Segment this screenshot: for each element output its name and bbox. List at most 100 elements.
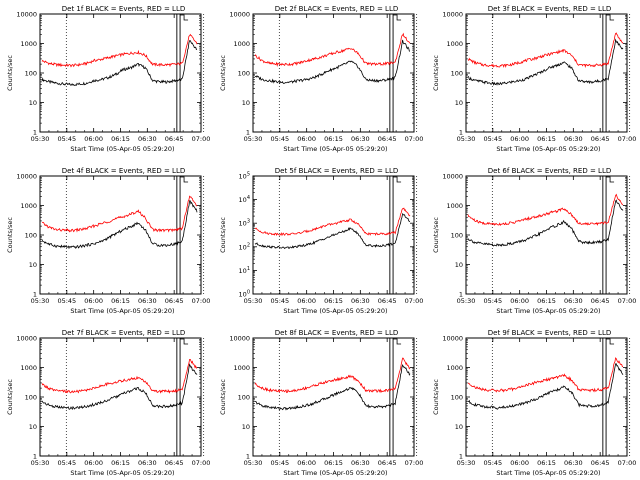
y-tick-label: 10	[455, 423, 463, 431]
events-series-line	[467, 38, 624, 86]
x-tick-label: 06:00	[297, 135, 316, 143]
y-tick-label: 100	[451, 70, 463, 78]
x-tick-label: 05:30	[31, 297, 50, 305]
lld-series-line	[254, 357, 411, 394]
x-tick-label: 06:30	[351, 297, 370, 305]
x-tick-label: 06:45	[165, 459, 184, 467]
step-marker	[393, 14, 402, 21]
y-axis-label: Counts/sec	[6, 217, 14, 253]
x-tick-label: 06:15	[537, 135, 556, 143]
y-tick-label: 10000	[16, 335, 37, 343]
chart-title: Det 7f BLACK = Events, RED = LLD	[62, 329, 185, 337]
x-tick-label: 05:30	[31, 459, 50, 467]
y-tick-label: 1	[246, 453, 250, 461]
lld-series-line	[41, 195, 198, 233]
x-tick-label: 05:45	[270, 297, 289, 305]
x-tick-label: 07:00	[192, 459, 211, 467]
x-tick-label: 05:45	[483, 459, 502, 467]
x-tick-label: 05:45	[57, 459, 76, 467]
chart-title: Det 9f BLACK = Events, RED = LLD	[488, 329, 611, 337]
x-tick-label: 06:45	[165, 135, 184, 143]
x-tick-label: 05:30	[457, 297, 476, 305]
y-tick-label: 100	[25, 70, 37, 78]
x-tick-label: 07:00	[618, 459, 637, 467]
x-axis-label: Start Time (05-Apr-05 05:29:20)	[283, 469, 387, 477]
y-tick-label: 10	[455, 261, 463, 269]
y-tick-label: 1000	[446, 364, 463, 372]
y-tick-label: 1000	[20, 40, 37, 48]
y-tick-label: 1	[459, 129, 463, 137]
y-tick-label: 100	[25, 232, 37, 240]
x-tick-label: 06:30	[351, 135, 370, 143]
x-tick-label: 06:00	[84, 297, 103, 305]
detector-panel: Det 2f BLACK = Events, RED = LLD Counts/s…	[219, 5, 423, 153]
x-tick-label: 06:45	[378, 459, 397, 467]
step-marker	[393, 338, 402, 345]
events-series-line	[254, 212, 411, 250]
x-axis-label: Start Time (05-Apr-05 05:29:20)	[70, 307, 174, 315]
y-tick-label: 100	[451, 394, 463, 402]
y-axis-label: Counts/sec	[432, 379, 440, 415]
step-marker	[180, 14, 189, 21]
y-tick-label: 1000	[446, 202, 463, 210]
events-series-line	[467, 363, 624, 410]
x-axis-label: Start Time (05-Apr-05 05:29:20)	[283, 145, 387, 153]
detector-panel: Det 8f BLACK = Events, RED = LLD Counts/s…	[219, 329, 423, 477]
detector-panel: Det 5f BLACK = Events, RED = LLD Counts/s…	[219, 167, 423, 315]
y-tick-label: 10000	[16, 173, 37, 181]
y-tick-label: 10	[29, 99, 37, 107]
x-tick-label: 06:45	[591, 135, 610, 143]
x-tick-label: 06:30	[564, 297, 583, 305]
events-series-line	[254, 39, 411, 85]
y-tick-label: 1	[459, 291, 463, 299]
lld-series-line	[467, 32, 624, 68]
x-tick-label: 06:15	[537, 297, 556, 305]
step-marker	[180, 176, 189, 183]
step-marker	[606, 338, 615, 345]
y-axis-label: Counts/sec	[219, 217, 227, 253]
y-tick-label: 100	[239, 290, 250, 299]
x-tick-label: 05:30	[31, 135, 50, 143]
y-tick-label: 1000	[446, 40, 463, 48]
lld-series-line	[41, 358, 198, 394]
y-axis-label: Counts/sec	[6, 55, 14, 91]
y-tick-label: 104	[239, 195, 250, 204]
y-tick-label: 100	[451, 232, 463, 240]
x-tick-label: 07:00	[618, 297, 637, 305]
x-tick-label: 06:15	[537, 459, 556, 467]
y-tick-label: 101	[239, 266, 250, 275]
x-tick-label: 07:00	[618, 135, 637, 143]
x-tick-label: 07:00	[405, 135, 424, 143]
y-axis-label: Counts/sec	[6, 379, 14, 415]
y-tick-label: 10000	[442, 11, 463, 19]
x-tick-label: 06:45	[378, 135, 397, 143]
x-axis-label: Start Time (05-Apr-05 05:29:20)	[283, 307, 387, 315]
x-tick-label: 06:00	[510, 297, 529, 305]
x-tick-label: 07:00	[405, 297, 424, 305]
y-tick-label: 1	[33, 453, 37, 461]
x-tick-label: 05:45	[270, 459, 289, 467]
y-tick-label: 1	[33, 291, 37, 299]
x-tick-label: 06:00	[297, 297, 316, 305]
y-tick-label: 100	[25, 394, 37, 402]
y-tick-label: 100	[238, 394, 250, 402]
x-tick-label: 06:30	[564, 135, 583, 143]
chart-title: Det 1f BLACK = Events, RED = LLD	[62, 5, 185, 13]
detector-panel: Det 7f BLACK = Events, RED = LLD Counts/s…	[6, 329, 210, 477]
y-tick-label: 1000	[233, 364, 250, 372]
detector-panel: Det 1f BLACK = Events, RED = LLD Counts/s…	[6, 5, 210, 153]
x-tick-label: 05:30	[457, 135, 476, 143]
step-marker	[180, 338, 189, 345]
events-series-line	[41, 40, 198, 87]
x-tick-label: 06:15	[111, 297, 130, 305]
chart-title: Det 8f BLACK = Events, RED = LLD	[275, 329, 398, 337]
y-tick-label: 10000	[229, 335, 250, 343]
x-tick-label: 07:00	[405, 459, 424, 467]
lld-series-line	[41, 33, 198, 68]
y-tick-label: 10000	[442, 335, 463, 343]
y-tick-label: 1000	[20, 364, 37, 372]
x-tick-label: 06:00	[84, 459, 103, 467]
step-marker	[606, 176, 615, 183]
x-tick-label: 06:15	[324, 135, 343, 143]
lld-series-line	[467, 193, 624, 227]
